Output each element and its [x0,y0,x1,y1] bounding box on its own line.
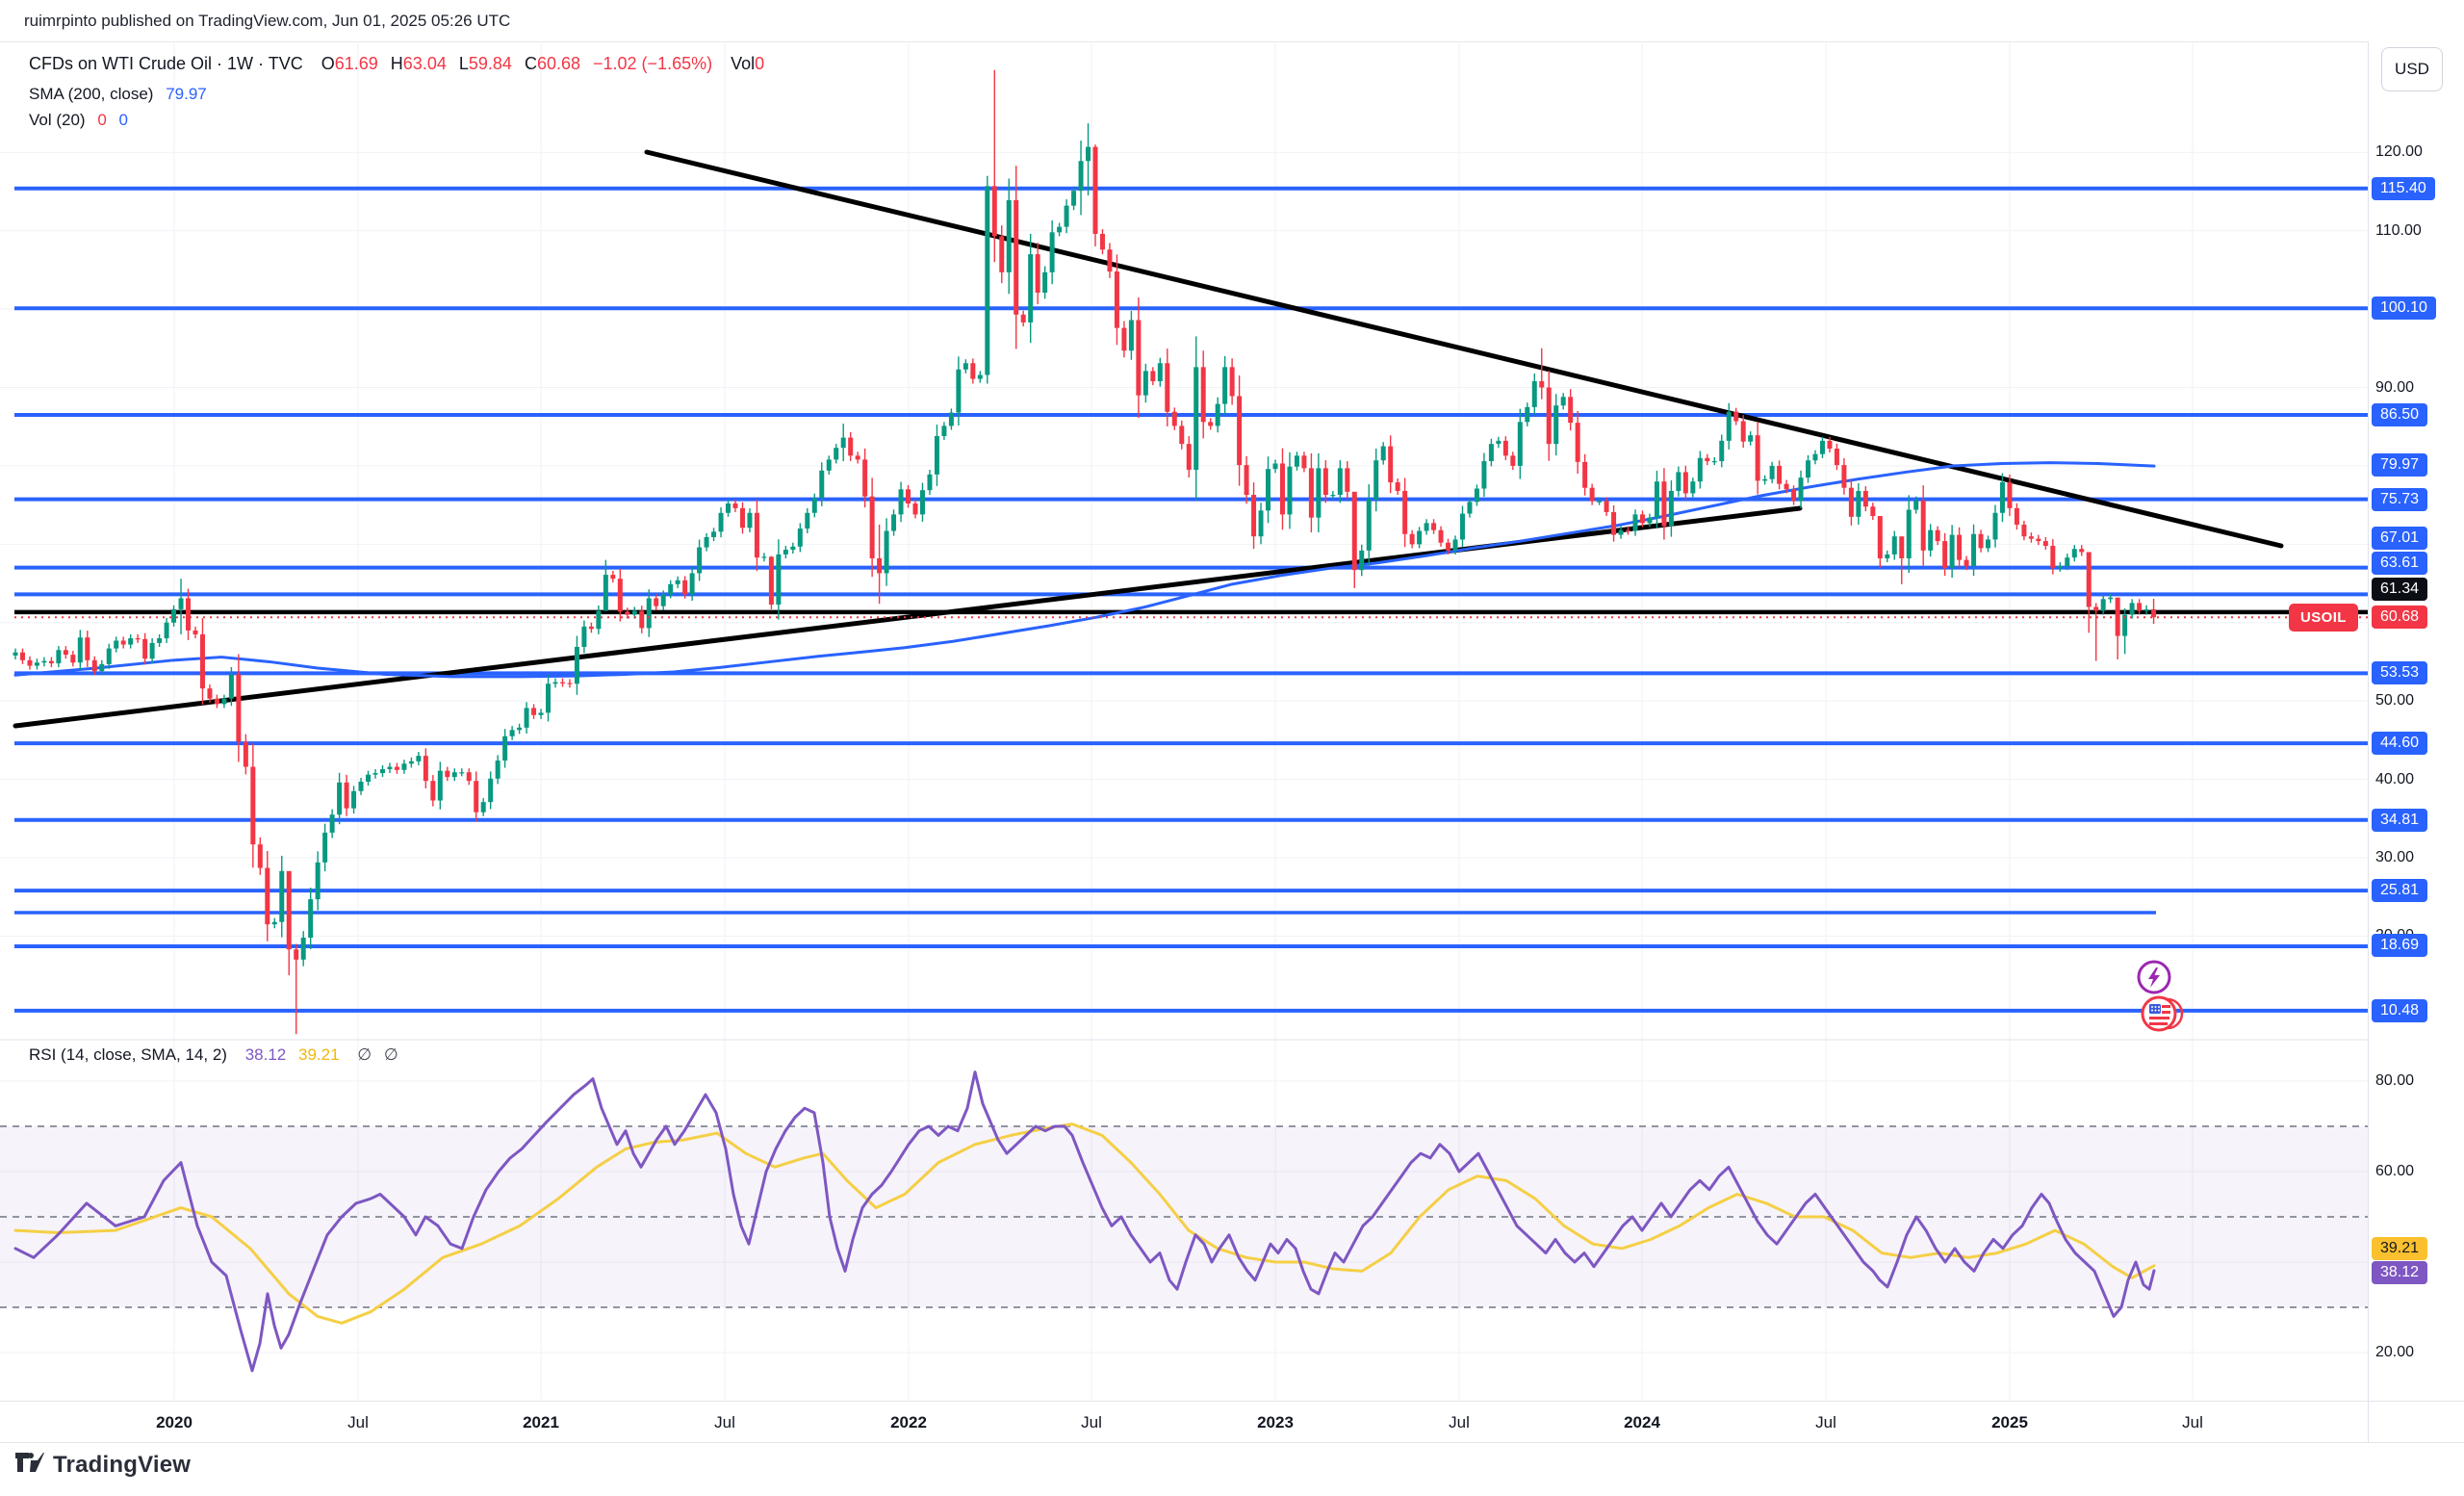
vol20-value1: 0 [97,111,107,129]
rsi-label: RSI (14, close, SMA, 14, 2) [29,1045,227,1064]
rsi-upper-band-hidden-icon: ∅ [357,1045,372,1064]
price-level-badge: 63.61 [2372,552,2428,575]
rsi-value-badge: 38.12 [2372,1261,2428,1284]
price-tick: 30.00 [2375,849,2415,865]
time-axis-bottom-border [0,1442,2464,1443]
price-tick: 120.00 [2375,143,2423,160]
high-label: H [390,54,403,73]
publish-header: ruimrpinto published on TradingView.com,… [24,12,511,30]
sma-label: SMA (200, close) [29,85,154,103]
time-tick-label: 2024 [1624,1413,1660,1432]
lightning-icon[interactable] [2137,960,2171,994]
price-level-badge: 18.69 [2372,934,2428,957]
close-value: 60.68 [536,54,580,73]
main-legend[interactable]: CFDs on WTI Crude Oil · 1W · TVC O61.69 … [29,54,764,74]
time-tick-label: 2025 [1991,1413,2028,1432]
time-tick-label: 2022 [890,1413,927,1432]
low-value: 59.84 [468,54,512,73]
vol20-value2: 0 [118,111,128,129]
tradingview-logo-icon [15,1453,44,1472]
rsi-legend[interactable]: RSI (14, close, SMA, 14, 2) 38.12 39.21 … [29,1045,398,1065]
rsi-tick: 60.00 [2375,1163,2415,1179]
us-flag-icon[interactable] [2141,995,2184,1032]
rsi-signal-value: 39.21 [297,1045,340,1064]
vol-label: Vol [731,54,756,73]
price-level-badge: 79.97 [2372,453,2428,477]
change-value: −1.02 (−1.65%) [593,54,713,73]
price-tick: 40.00 [2375,771,2415,787]
time-axis[interactable]: 2020 Jul 2021 Jul 2022 Jul 2023 Jul 2024 Jul 2025 J… [0,1401,2464,1442]
price-level-badge: 115.40 [2372,177,2435,200]
time-tick-label: Jul [1081,1413,1102,1432]
time-tick-label: 2020 [156,1413,192,1432]
chart-top-border [0,41,2464,42]
close-label: C [524,54,537,73]
time-tick-label: Jul [347,1413,369,1432]
price-level-badge: 53.53 [2372,661,2428,684]
time-axis-top-border [0,1401,2464,1402]
rsi-value: 38.12 [244,1045,287,1064]
rsi-tick: 20.00 [2375,1344,2415,1360]
price-axis[interactable]: 120.00 110.00 90.00 50.00 40.00 30.00 20.00 80.… [2368,41,2464,1442]
time-tick-label: Jul [1815,1413,1836,1432]
time-tick-label: 2021 [523,1413,559,1432]
sma-legend[interactable]: SMA (200, close) 79.97 [29,85,207,104]
vol20-label: Vol (20) [29,111,86,129]
tradingview-logo-text: TradingView [53,1452,192,1478]
price-tick: 110.00 [2375,222,2422,239]
price-level-badge: 10.48 [2372,999,2428,1022]
idea-markers [2137,960,2184,1032]
rsi-value-badge: 39.21 [2372,1237,2428,1260]
time-tick-label: Jul [714,1413,735,1432]
price-level-badge: 86.50 [2372,403,2428,426]
rsi-lower-band-hidden-icon: ∅ [383,1045,398,1064]
rsi-tick: 80.00 [2375,1072,2415,1089]
open-label: O [321,54,335,73]
open-value: 61.69 [334,54,378,73]
sma-value: 79.97 [166,85,207,103]
price-level-badge: 34.81 [2372,809,2428,832]
axis-border [2368,41,2369,1442]
price-level-badge: 75.73 [2372,488,2428,511]
vol20-legend[interactable]: Vol (20) 0 0 [29,111,128,130]
low-label: L [458,54,469,73]
price-level-badge: 100.10 [2372,297,2436,320]
price-level-badge: 44.60 [2372,732,2428,755]
time-tick-label: Jul [2182,1413,2203,1432]
vol-value: 0 [755,54,765,73]
time-tick-label: 2023 [1257,1413,1294,1432]
price-level-badge: 61.34 [2372,578,2428,601]
symbol-price-tag: USOIL [2289,604,2358,632]
price-tick: 90.00 [2375,379,2415,396]
high-value: 63.04 [402,54,447,73]
time-tick-label: Jul [1449,1413,1470,1432]
price-level-badge: 25.81 [2372,879,2428,902]
currency-toggle-button[interactable]: USD [2381,47,2443,91]
price-level-badge: 60.68 [2372,606,2428,629]
tradingview-logo[interactable]: TradingView [15,1452,191,1479]
price-tick: 50.00 [2375,692,2415,709]
price-level-badge: 67.01 [2372,527,2428,550]
symbol-title[interactable]: CFDs on WTI Crude Oil · 1W · TVC [29,54,303,73]
